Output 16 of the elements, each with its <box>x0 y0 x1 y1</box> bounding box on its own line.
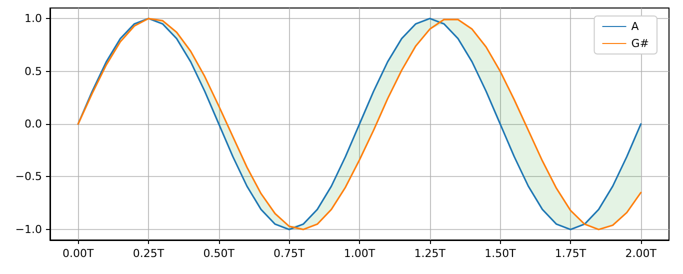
x-tick-label: 1.25T <box>414 247 446 260</box>
x-tick-label: 1.00T <box>344 247 376 260</box>
y-tick-label: −1.0 <box>15 222 42 236</box>
y-tick-label: 0.0 <box>24 118 42 130</box>
y-tick-label: 0.5 <box>24 64 42 78</box>
y-tick-label: 1.0 <box>24 12 42 26</box>
legend-label: A <box>631 20 640 33</box>
x-tick-label: 0.00T <box>62 247 94 260</box>
y-tick-label: −0.5 <box>15 170 42 184</box>
x-tick-label: 1.75T <box>554 247 586 260</box>
x-tick-label: 0.25T <box>132 247 164 260</box>
x-tick-label: 0.50T <box>203 247 235 260</box>
x-tick-label: 1.50T <box>484 247 516 260</box>
legend-label: G# <box>631 37 650 50</box>
x-tick-label: 2.00T <box>625 247 657 260</box>
x-tick-label: 0.75T <box>274 247 306 260</box>
